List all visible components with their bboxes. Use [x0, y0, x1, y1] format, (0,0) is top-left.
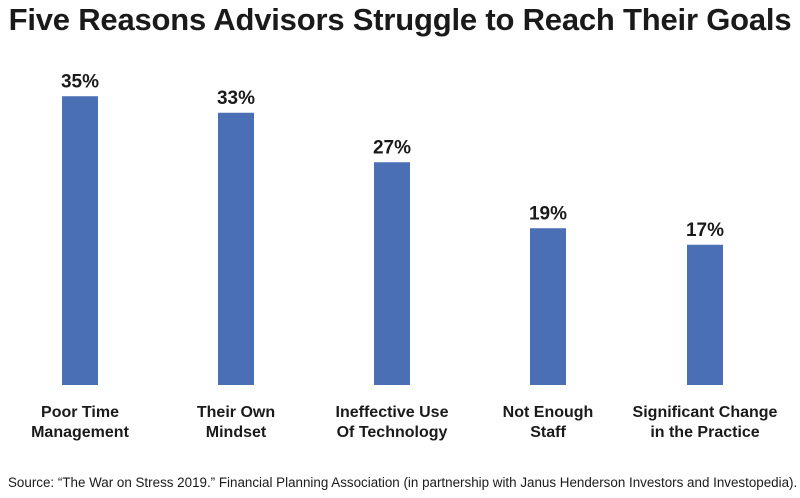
- bar-2: [218, 112, 254, 385]
- value-label-2: 33%: [217, 88, 255, 109]
- bar-4: [530, 228, 566, 385]
- category-label-2-line-2: Mindset: [206, 424, 267, 441]
- category-label-1-line-2: Management: [31, 424, 129, 441]
- value-label-1: 35%: [61, 71, 99, 92]
- category-label-5-line-1: Significant Change: [633, 404, 778, 421]
- value-label-4: 19%: [529, 203, 567, 224]
- category-label-3-line-2: Of Technology: [337, 424, 448, 441]
- category-label-3-line-1: Ineffective Use: [336, 404, 449, 421]
- value-labels-group: 35% 33% 27% 19% 17%: [61, 71, 724, 241]
- category-label-1-line-1: Poor Time: [41, 404, 119, 421]
- category-label-2-line-1: Their Own: [197, 404, 275, 421]
- bar-3: [374, 162, 410, 385]
- chart-title: Five Reasons Advisors Struggle to Reach …: [8, 2, 792, 37]
- category-label-4-line-2: Staff: [530, 424, 566, 441]
- bars-group: [62, 96, 723, 385]
- bar-1: [62, 96, 98, 385]
- source-note: Source: “The War on Stress 2019.” Financ…: [8, 475, 798, 490]
- value-label-3: 27%: [373, 137, 411, 158]
- bar-5: [687, 244, 723, 385]
- value-label-5: 17%: [686, 220, 724, 241]
- category-label-5-line-2: in the Practice: [650, 424, 759, 441]
- bar-chart: 35% 33% 27% 19% 17% Poor Time Management Their…: [31, 71, 777, 441]
- category-labels-group: Poor Time Management Their Own Mindset Ineff…: [31, 404, 777, 441]
- category-label-4-line-1: Not Enough: [503, 404, 594, 421]
